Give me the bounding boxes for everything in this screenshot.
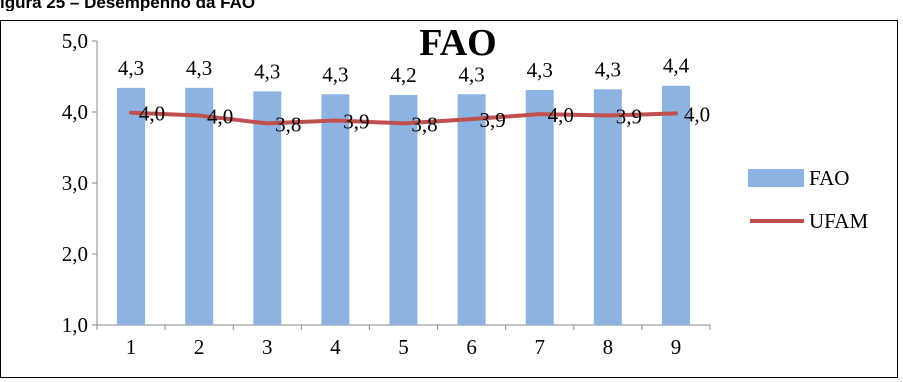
line-data-label: 4,0 — [548, 103, 574, 127]
line-data-label: 3,8 — [275, 112, 301, 136]
line-data-label: 4,0 — [207, 105, 233, 129]
x-tick-label: 9 — [671, 335, 682, 359]
bar-data-label: 4,3 — [118, 56, 144, 80]
bar-series — [117, 85, 690, 326]
y-tick-label: 5,0 — [62, 29, 88, 53]
bar-data-label: 4,3 — [527, 58, 553, 82]
chart-title: FAO — [419, 22, 496, 64]
bar-data-label: 4,2 — [390, 63, 416, 87]
x-tick-label: 2 — [194, 335, 205, 359]
bar — [457, 94, 486, 325]
bar — [185, 87, 214, 325]
bar — [117, 87, 146, 325]
x-tick-label: 3 — [262, 335, 273, 359]
x-tick-label: 6 — [466, 335, 477, 359]
legend: FAO UFAM — [748, 166, 868, 233]
bar — [389, 94, 418, 326]
line-data-label: 4,0 — [139, 102, 165, 126]
x-tick-label: 7 — [534, 335, 545, 359]
x-tick-label: 1 — [126, 335, 137, 359]
y-tick-label: 4,0 — [62, 100, 88, 124]
chart-svg: FAO 1,02,03,04,05,01 2 3 4 5 6 7 8 9 4,3 4,3 4,3 4,… — [62, 22, 869, 359]
line-data-label: 4,0 — [684, 102, 710, 126]
data-labels: 4,3 4,3 4,3 4,3 4,2 4,3 4,3 4,3 4,4 4,0 4,0 3,8 3,9 3… — [118, 54, 710, 137]
line-data-label: 3,8 — [411, 112, 437, 136]
bar — [593, 89, 622, 325]
line-series — [129, 110, 678, 126]
x-tick-label: 4 — [330, 335, 341, 359]
x-tick-label: 5 — [398, 335, 409, 359]
bar — [321, 94, 350, 325]
bar-data-label: 4,3 — [458, 62, 484, 86]
bar — [661, 85, 690, 325]
bar — [525, 89, 554, 326]
bar-data-label: 4,3 — [186, 56, 212, 80]
bar — [253, 91, 282, 325]
legend-label-ufam: UFAM — [809, 209, 868, 233]
y-tick-label: 1,0 — [62, 313, 88, 337]
line-data-label: 3,9 — [343, 110, 369, 134]
bar-data-label: 4,3 — [595, 57, 621, 81]
bar-data-label: 4,3 — [254, 59, 280, 83]
x-tick-label: 8 — [603, 335, 614, 359]
axes: 1,0 2,0 3,0 4,0 5,0 1 2 3 4 5 6 7 8 9 — [62, 29, 711, 359]
line-data-label: 3,9 — [479, 108, 505, 132]
chart-frame: FAO 1,0 2,0 3,0 4,0 5,0 1 2 3 4 5 6 7 8 9 4,3 4,3 4,3 4,… — [0, 20, 898, 378]
legend-label-fao: FAO — [809, 166, 849, 190]
legend-swatch-fao — [748, 169, 804, 187]
y-tick-label: 2,0 — [62, 242, 88, 266]
y-tick-label: 3,0 — [62, 171, 88, 195]
figure-caption: igura 25 – Desempenho da FAO — [0, 0, 256, 11]
bar-data-label: 4,3 — [322, 62, 348, 86]
line-data-label: 3,9 — [616, 105, 642, 129]
bar-data-label: 4,4 — [663, 54, 690, 78]
